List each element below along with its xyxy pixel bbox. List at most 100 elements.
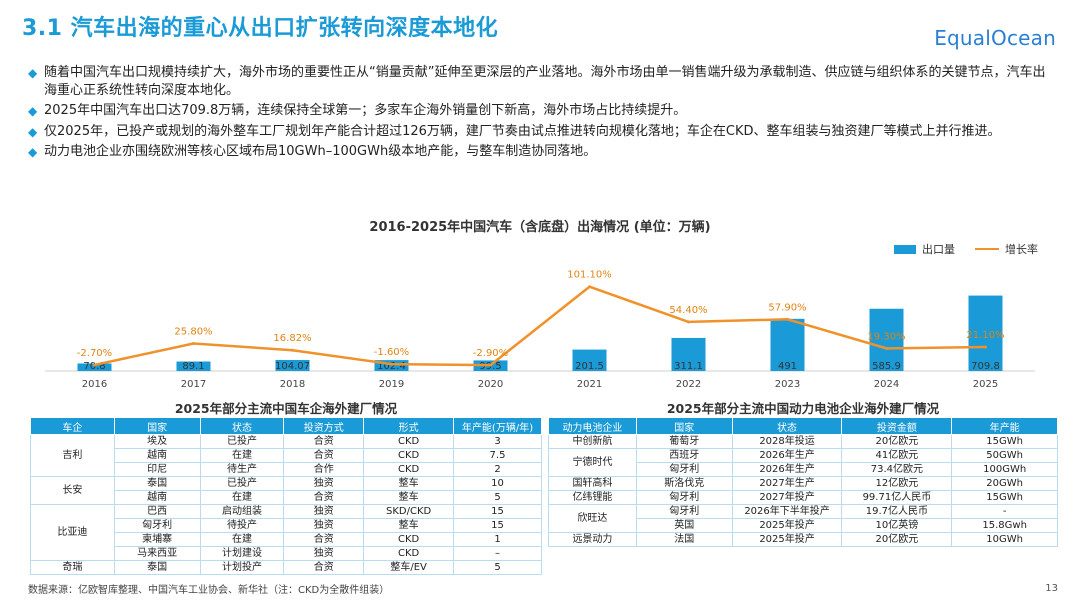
table-cell: 99.71亿人民币 bbox=[841, 490, 953, 505]
bar-value-label: 585.9 bbox=[872, 361, 901, 372]
bar bbox=[572, 349, 607, 371]
rate-label: 16.82% bbox=[273, 333, 311, 344]
bullet-text: 2025年中国汽车出口达709.8万辆，连续保持全球第一；多家车企海外销量创下新… bbox=[44, 103, 687, 118]
table-cell: - bbox=[951, 504, 1058, 519]
table-cell: 葡萄牙 bbox=[635, 434, 733, 449]
x-tick-label: 2024 bbox=[874, 379, 899, 390]
table-header-cell: 国家 bbox=[113, 417, 201, 435]
x-tick-label: 2022 bbox=[676, 379, 701, 390]
table-cell: 10 bbox=[453, 476, 542, 491]
table-cell: 已投产 bbox=[199, 434, 285, 449]
table-header-cell: 状态 bbox=[199, 417, 285, 435]
bullet-text: 随着中国汽车出口规模持续扩大，海外市场的重要性正从“销量贡献”延伸至更深层的产业… bbox=[44, 65, 1046, 98]
table-cell: 斯洛伐克 bbox=[635, 476, 733, 491]
rate-label: -1.60% bbox=[374, 347, 409, 358]
table-cell: 埃及 bbox=[113, 434, 201, 449]
source-note: 数据来源：亿欧智库整理、中国汽车工业协会、新华社（注：CKD为全散件组装） bbox=[28, 585, 390, 596]
bar-value-label: 70.8 bbox=[83, 361, 105, 372]
table-row: 匈牙利 待投产 独资 整车 15 bbox=[31, 518, 542, 533]
table-cell: 计划投产 bbox=[199, 560, 285, 575]
rate-label: 25.80% bbox=[174, 326, 212, 337]
table-cell: 马来西亚 bbox=[113, 546, 201, 561]
table-row: 亿纬锂能 匈牙利 2027年投产 99.71亿人民币 15GWh bbox=[548, 490, 1058, 505]
table-cell: 合作 bbox=[283, 462, 365, 477]
table-cell: 2027年生产 bbox=[731, 476, 843, 491]
table-cell: 19.7亿人民币 bbox=[841, 504, 953, 519]
page-title: 3.1 汽车出海的重心从出口扩张转向深度本地化 bbox=[22, 16, 499, 41]
rate-label: -2.70% bbox=[77, 348, 112, 359]
table-cell: 12亿欧元 bbox=[841, 476, 953, 491]
company-cell: 远景动力 bbox=[548, 532, 637, 547]
bar bbox=[77, 363, 112, 371]
table-cell: 整车 bbox=[363, 490, 455, 505]
table-cell: 2026年生产 bbox=[731, 448, 843, 463]
table-cell: 计划建设 bbox=[199, 546, 285, 561]
bar-value-label: 709.8 bbox=[971, 361, 1000, 372]
table-row: 欣旺达 匈牙利 2026年下半年投产 19.7亿人民币 - bbox=[548, 504, 1058, 533]
bar bbox=[869, 308, 904, 371]
legend-line-swatch bbox=[975, 248, 999, 250]
diamond-icon: ◆ bbox=[28, 145, 38, 159]
line-point bbox=[390, 362, 393, 366]
table-cell: 41亿欧元 bbox=[841, 448, 953, 463]
diamond-icon: ◆ bbox=[28, 104, 38, 118]
bullet-item: ◆ 2025年中国汽车出口达709.8万辆，连续保持全球第一；多家车企海外销量创下… bbox=[28, 102, 1058, 120]
legend-bar-swatch bbox=[894, 244, 916, 254]
diamond-icon: ◆ bbox=[28, 66, 38, 80]
table-cell: 在建 bbox=[199, 490, 285, 505]
bar bbox=[671, 337, 706, 371]
table-cell: SKD/CKD bbox=[363, 504, 455, 519]
page-number: 13 bbox=[1045, 583, 1058, 594]
line-point bbox=[885, 346, 888, 350]
table-cell: 10亿英镑 bbox=[841, 518, 953, 533]
table-cell: 越南 bbox=[113, 490, 201, 505]
bullet-item: ◆ 仅2025年，已投产或规划的海外整车工厂规划年产能合计超过126万辆，建厂节奏… bbox=[28, 123, 1058, 141]
line-point bbox=[93, 363, 96, 367]
table-cell: 越南 bbox=[113, 448, 201, 463]
table-cell: 50GWh bbox=[951, 448, 1058, 463]
table-cell: 独资 bbox=[283, 476, 365, 491]
table-cell: 2026年生产 bbox=[731, 462, 843, 477]
table-cell: 7.5 bbox=[453, 448, 542, 463]
table-cell: CKD bbox=[363, 434, 455, 449]
car-plant-table: 车企 国家 状态 投资方式 形式 年产能(万辆/年) 吉利 埃及 已投产 合资 CKD 3 越南 在建 合资… bbox=[30, 417, 542, 575]
line-point bbox=[786, 317, 789, 321]
table-cell: CKD bbox=[363, 546, 455, 561]
company-cell: 长安 bbox=[30, 476, 115, 505]
table-cell: 15.8Gwh bbox=[951, 518, 1058, 533]
chart-legend: 出口量 增长率 bbox=[894, 241, 1038, 257]
bullet-text: 动力电池企业亦围绕欧洲等核心区域布局10GWh–100GWh级本地产能，与整车制… bbox=[44, 144, 597, 159]
table-cell: 100GWh bbox=[951, 462, 1058, 477]
table-cell: 2028年投运 bbox=[731, 434, 843, 449]
x-tick-label: 2020 bbox=[478, 379, 503, 390]
bullet-item: ◆ 动力电池企业亦围绕欧洲等核心区域布局10GWh–100GWh级本地产能，与整车… bbox=[28, 143, 1058, 161]
company-cell: 宁德时代 bbox=[548, 448, 637, 477]
legend-bar-label: 出口量 bbox=[922, 243, 955, 256]
table-cell: 独资 bbox=[283, 546, 365, 561]
x-tick-label: 2021 bbox=[577, 379, 602, 390]
bar-value-label: 102.4 bbox=[377, 361, 406, 372]
rate-label: 57.90% bbox=[768, 302, 806, 313]
table-row: 长安 泰国 已投产 独资 整车 10 bbox=[30, 476, 542, 505]
table-cell: 泰国 bbox=[113, 476, 201, 491]
table-cell: 西班牙 bbox=[635, 448, 733, 463]
table-cell: 2027年投产 bbox=[731, 490, 843, 505]
rate-label: 19.30% bbox=[867, 331, 905, 342]
table-header-cell: 动力电池企业 bbox=[548, 417, 637, 435]
bar bbox=[275, 359, 310, 371]
x-tick-label: 2023 bbox=[775, 379, 800, 390]
table-row: 奇瑞 泰国 计划投产 合资 整车/EV 5 bbox=[30, 560, 542, 575]
table-cell: 匈牙利 bbox=[113, 518, 201, 533]
line-point bbox=[489, 363, 492, 367]
bullet-list: ◆ 随着中国汽车出口规模持续扩大，海外市场的重要性正从“销量贡献”延伸至更深层的产… bbox=[28, 64, 1058, 164]
table-header-cell: 车企 bbox=[30, 417, 115, 435]
rate-label: 101.10% bbox=[567, 270, 612, 281]
table-cell: 15GWh bbox=[951, 434, 1058, 449]
bar bbox=[770, 318, 805, 371]
table-cell: 待投产 bbox=[199, 518, 285, 533]
table-header-cell: 状态 bbox=[731, 417, 843, 435]
table-cell: CKD bbox=[363, 532, 455, 547]
battery-table-title: 2025年部分主流中国动力电池企业海外建厂情况 bbox=[666, 401, 940, 416]
table-cell: 1 bbox=[453, 532, 542, 547]
chart-title: 2016-2025年中国汽车（含底盘）出海情况 (单位：万辆) bbox=[369, 220, 711, 235]
